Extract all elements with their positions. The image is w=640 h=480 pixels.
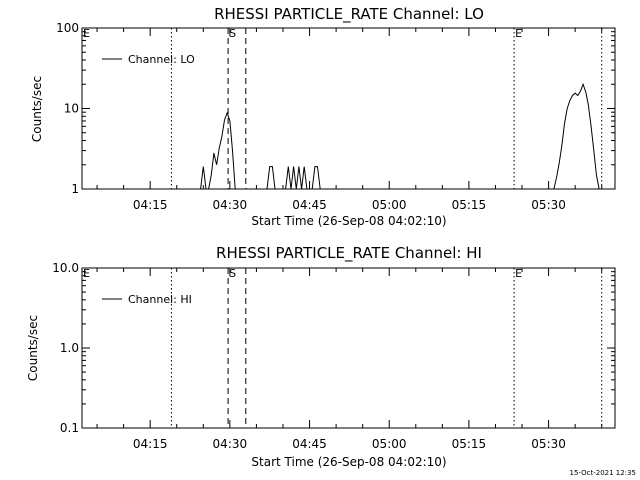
chart-panel-lo: RHESSI PARTICLE_RATE Channel: LO Counts/… [30, 5, 616, 228]
x-tick-label: 05:00 [372, 198, 407, 212]
x-tick-label: 04:15 [133, 198, 168, 212]
y-tick-label: 1.0 [60, 341, 79, 355]
marker-label: S [229, 27, 236, 40]
y-tick-label: 10.0 [52, 261, 79, 275]
x-tick-label: 05:30 [531, 198, 566, 212]
y-axis-label-hi: Counts/sec [26, 315, 40, 381]
x-tick-label: 05:15 [452, 437, 487, 451]
x-tick-label: 05:00 [372, 437, 407, 451]
marker-label: E [83, 267, 90, 280]
series-line-lo [200, 82, 602, 190]
chart-title-lo: RHESSI PARTICLE_RATE Channel: LO [214, 5, 484, 24]
x-tick-label: 04:30 [213, 198, 248, 212]
x-tick-label: 04:30 [213, 437, 248, 451]
x-tick-label: 05:15 [452, 198, 487, 212]
y-tick-label: 10 [64, 102, 79, 116]
y-axis-label-lo: Counts/sec [30, 76, 44, 142]
y-tick-label: 1 [71, 182, 79, 196]
y-tick-label: 0.1 [60, 421, 79, 435]
x-tick-label: 04:15 [133, 437, 168, 451]
y-tick-label: 100 [56, 21, 79, 35]
x-axis-label-hi: Start Time (26-Sep-08 04:02:10) [251, 455, 446, 469]
legend-label-lo: Channel: LO [128, 53, 195, 66]
x-axis-label-lo: Start Time (26-Sep-08 04:02:10) [251, 214, 446, 228]
marker-label: E [83, 27, 90, 40]
chart-title-hi: RHESSI PARTICLE_RATE Channel: HI [216, 244, 482, 263]
marker-label: S [229, 267, 236, 280]
marker-label: E [515, 267, 522, 280]
footer-timestamp: 15-Oct-2021 12:35 [570, 469, 636, 477]
x-tick-label: 04:45 [292, 437, 327, 451]
chart-panel-hi: RHESSI PARTICLE_RATE Channel: HI Counts/… [26, 244, 616, 469]
x-tick-label: 05:30 [531, 437, 566, 451]
legend-label-hi: Channel: HI [128, 293, 192, 306]
x-tick-label: 04:45 [292, 198, 327, 212]
marker-label: E [515, 27, 522, 40]
